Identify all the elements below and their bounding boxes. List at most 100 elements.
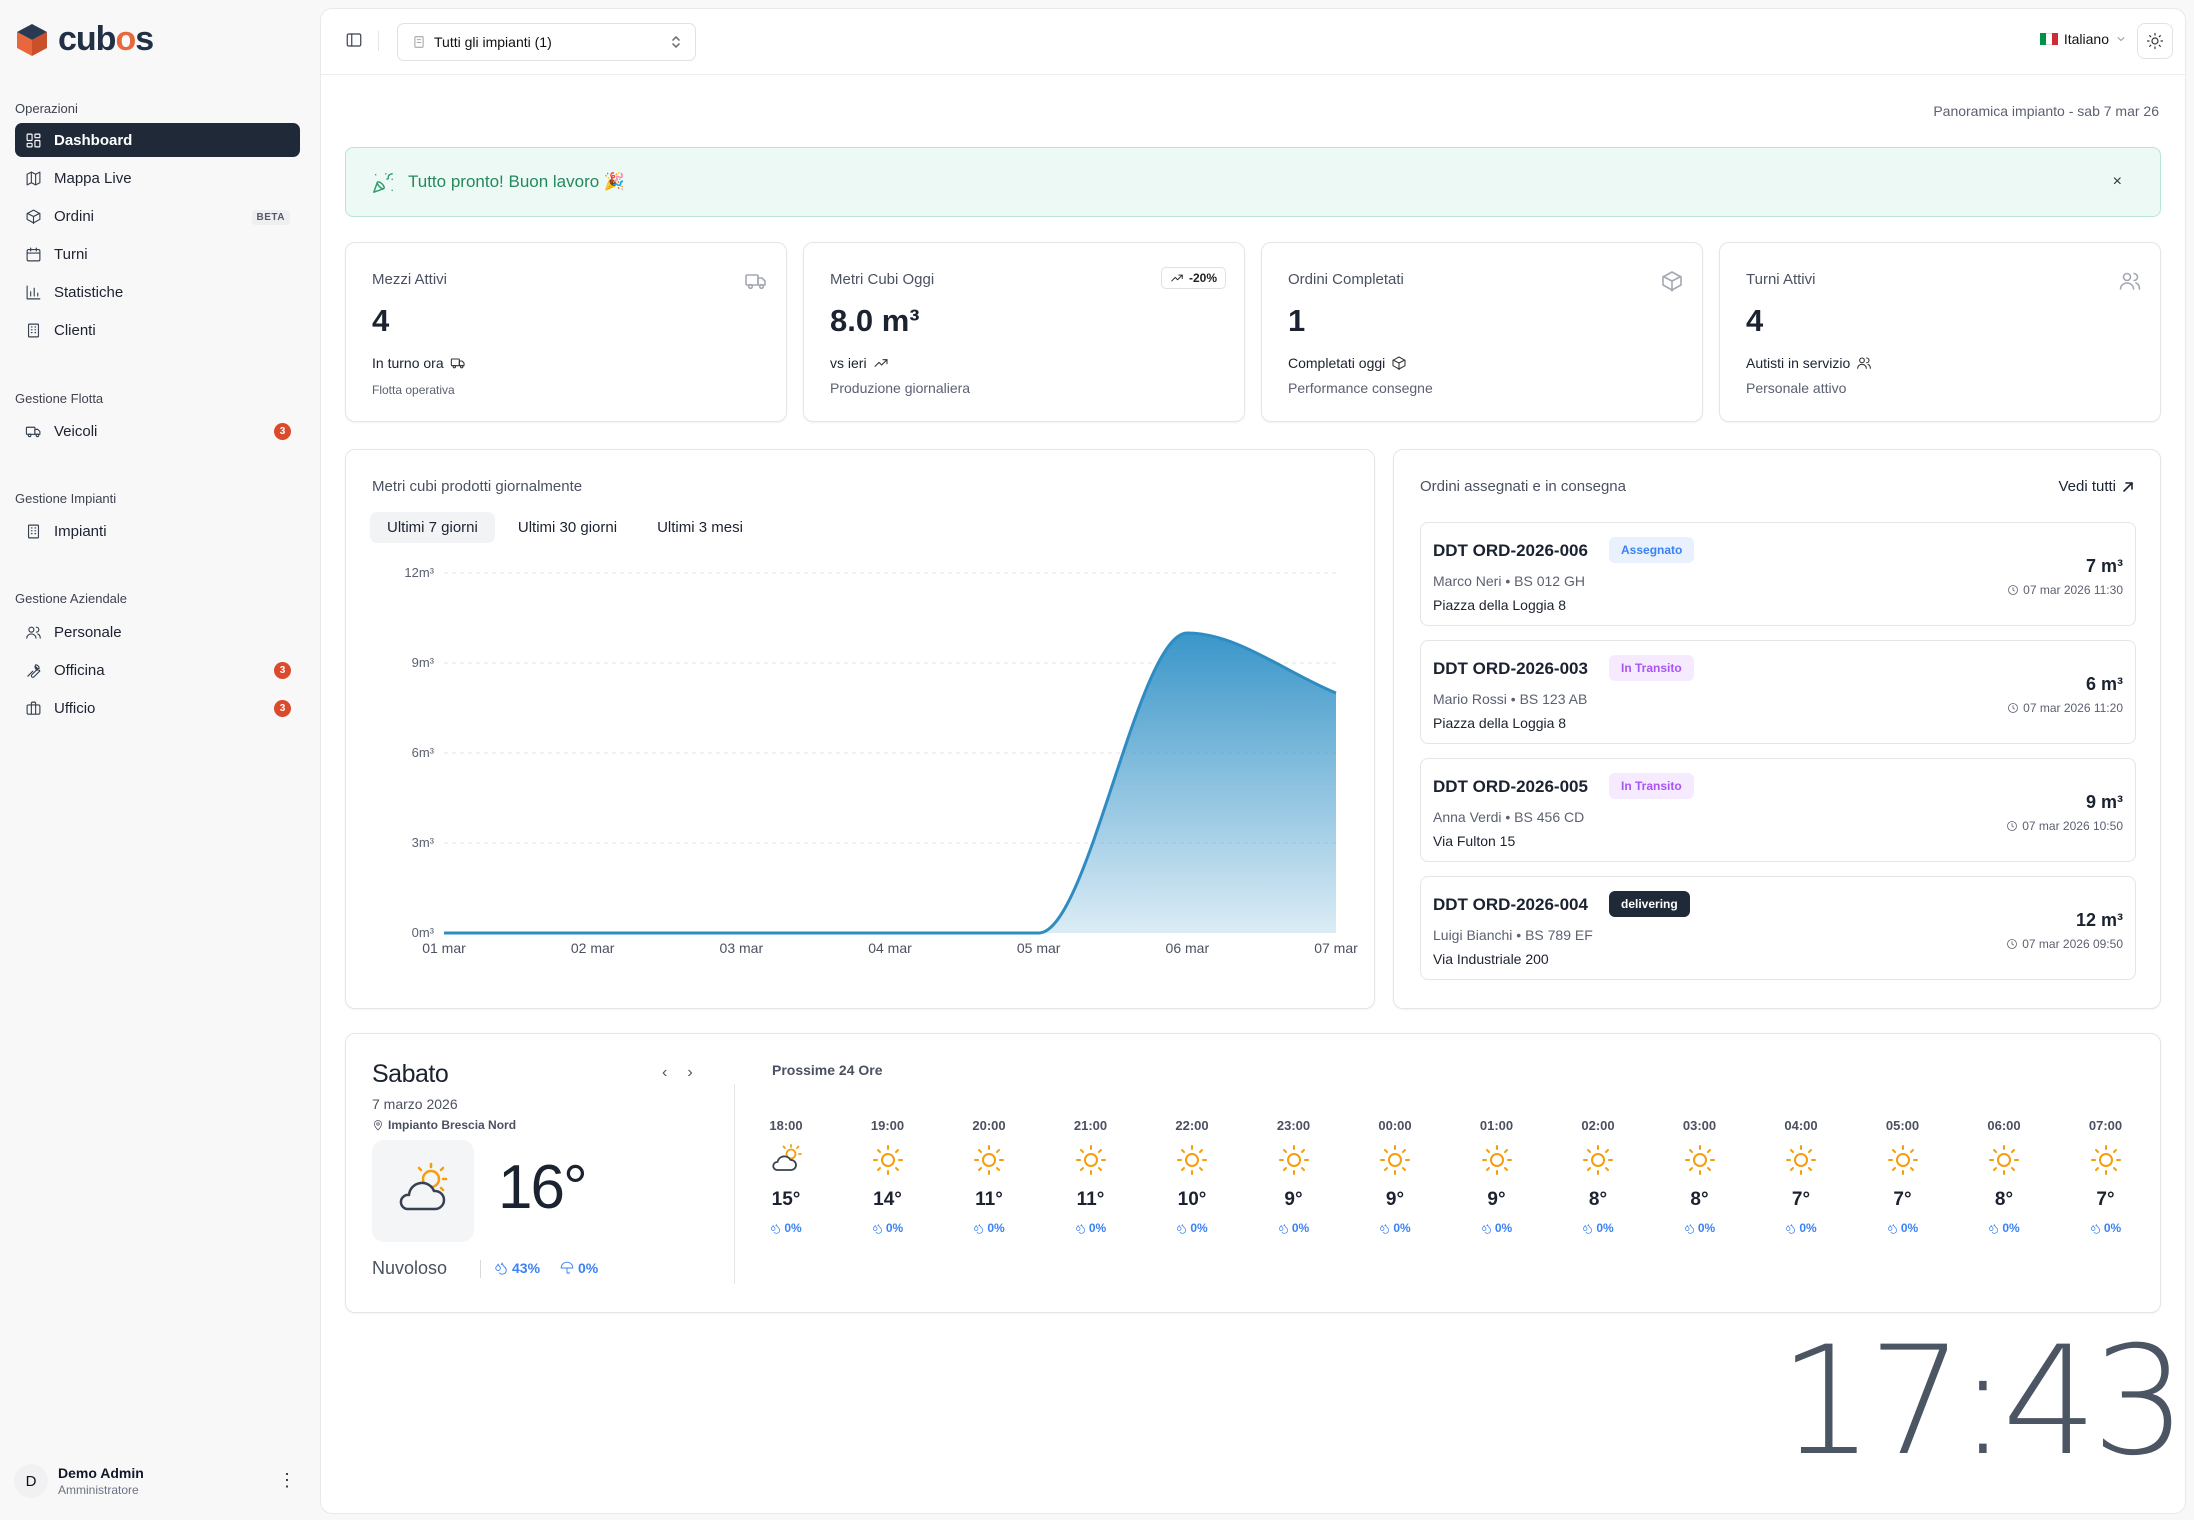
hour-rain: 0%: [1051, 1221, 1131, 1235]
y-tick-label: 9m³: [412, 655, 435, 670]
series-line: [444, 631, 1337, 935]
hour-time: 20:00: [972, 1118, 1006, 1133]
cube-logo-icon: [17, 23, 47, 56]
clock: 17:43: [1778, 1315, 2187, 1489]
sidebar-item-clienti[interactable]: Clienti: [15, 313, 300, 347]
party-popper-icon: [373, 173, 393, 193]
brand-logo[interactable]: cubos: [14, 20, 154, 59]
building-icon: [27, 323, 40, 337]
stat-title: Mezzi Attivi: [372, 271, 448, 288]
sun-icon: [974, 1145, 1004, 1175]
stat-desc: Flotta operativa: [372, 383, 455, 397]
notification-badge: 3: [274, 662, 291, 679]
area-fill: [444, 633, 1336, 933]
order-quantity: 7 m³: [2085, 556, 2123, 576]
sidebar-item-impianti[interactable]: Impianti: [15, 514, 300, 548]
hour-time: 19:00: [870, 1118, 905, 1133]
stat-value: 8.0 m³: [830, 303, 920, 338]
building-icon: [27, 524, 40, 538]
order-meta: Anna Verdi • BS 456 CD: [1433, 809, 1585, 825]
stat-desc: Produzione giornaliera: [830, 380, 971, 396]
weather-date: 7 marzo 2026: [372, 1096, 458, 1112]
main-panel: Tutti gli impianti (1) Italiano Panorami…: [320, 8, 2187, 1514]
hour-rain: 0%: [1660, 1221, 1740, 1235]
chevron-right-icon[interactable]: ›: [687, 1064, 693, 1081]
droplets-icon: [1684, 1223, 1694, 1234]
welcome-banner: Tutto pronto! Buon lavoro 🎉 ×: [345, 147, 2161, 217]
hour-forecast: 03:00 8° 0%: [1660, 1118, 1740, 1235]
clock-icon: [2007, 821, 2018, 831]
sidebar-item-label: Turni: [54, 245, 88, 263]
sidebar-item-statistiche[interactable]: Statistiche: [15, 275, 300, 309]
sun-icon: [1177, 1145, 1207, 1175]
sidebar-item-turni[interactable]: Turni: [15, 237, 300, 271]
tab-7-days[interactable]: Ultimi 7 giorni: [370, 512, 495, 543]
range-tabs: Ultimi 7 giorni Ultimi 30 giorni Ultimi …: [370, 512, 760, 543]
hour-forecast: 20:00 11° 0%: [949, 1118, 1029, 1235]
see-all-link[interactable]: Vedi tutti: [2058, 478, 2134, 495]
order-address: Piazza della Loggia 8: [1433, 597, 1567, 613]
sun-icon: [1075, 1145, 1106, 1175]
order-item[interactable]: DDT ORD-2026-005 In Transito Anna Verdi • …: [1420, 758, 2136, 862]
sidebar-item-label: Ordini: [54, 207, 95, 225]
status-badge: Assegnato: [1609, 537, 1695, 563]
weather-location: Impianto Brescia Nord: [372, 1118, 516, 1132]
sidebar-item-ufficio[interactable]: Ufficio 3: [15, 691, 300, 725]
close-icon[interactable]: ×: [2112, 173, 2122, 190]
briefcase-icon: [26, 701, 41, 715]
sidebar-item-veicoli[interactable]: Veicoli 3: [15, 414, 300, 448]
truck-icon: [745, 274, 766, 290]
droplets-icon: [1887, 1223, 1897, 1234]
order-item[interactable]: DDT ORD-2026-003 In Transito Mario Rossi •…: [1420, 640, 2136, 744]
sidebar-item-label: Mappa Live: [54, 169, 132, 187]
section-title-gestione-impianti: Gestione Impianti: [15, 491, 117, 506]
sidebar-item-personale[interactable]: Personale: [15, 615, 300, 649]
order-id: DDT ORD-2026-003: [1433, 659, 1588, 678]
hour-forecast: 02:00 8° 0%: [1558, 1118, 1638, 1235]
users-icon: [1857, 357, 1872, 369]
sidebar-item-label: Veicoli: [54, 422, 98, 440]
tab-30-days[interactable]: Ultimi 30 giorni: [517, 519, 618, 536]
stat-title: Metri Cubi Oggi: [830, 271, 935, 288]
theme-toggle-button[interactable]: [2137, 23, 2173, 59]
sidebar-item-mappa-live[interactable]: Mappa Live: [15, 161, 300, 195]
stat-value: 4: [1746, 303, 1764, 338]
sidebar-item-ordini[interactable]: Ordini BETA: [15, 199, 300, 233]
order-item[interactable]: DDT ORD-2026-006 Assegnato Marco Neri • BS…: [1420, 522, 2136, 626]
order-time: 07 mar 2026 10:50: [2006, 819, 2123, 833]
sidebar: cubos Operazioni Dashboard Mappa Live Or…: [0, 0, 318, 1520]
droplets-icon: [1278, 1223, 1288, 1234]
sidebar-toggle-icon[interactable]: [345, 31, 363, 49]
user-role: Amministratore: [58, 1483, 139, 1497]
top-bar: Tutti gli impianti (1) Italiano: [321, 9, 2185, 75]
sidebar-item-dashboard[interactable]: Dashboard: [15, 123, 300, 157]
stat-card-active-shifts: Turni Attivi 4 Autisti in servizio Perso…: [1719, 242, 2161, 422]
chevron-left-icon[interactable]: ‹: [662, 1064, 668, 1081]
sidebar-item-label: Dashboard: [54, 131, 133, 149]
brand-name: cubos: [58, 20, 154, 58]
section-title-operazioni: Operazioni: [15, 101, 78, 116]
cloud-sun-icon: [772, 1144, 802, 1171]
order-item[interactable]: DDT ORD-2026-004 delivering Luigi Bianchi …: [1420, 876, 2136, 980]
order-id: DDT ORD-2026-006: [1433, 541, 1588, 560]
production-chart-card: Metri cubi prodotti giornalmente Ultimi …: [345, 449, 1375, 1009]
tab-3-months[interactable]: Ultimi 3 mesi: [657, 519, 743, 536]
hour-temp: 8°: [1588, 1189, 1608, 1210]
section-title-gestione-flotta: Gestione Flotta: [15, 391, 104, 406]
calendar-icon: [26, 247, 41, 261]
current-temperature: 16°: [498, 1153, 588, 1222]
users-icon: [2119, 272, 2141, 290]
clock-icon: [2008, 703, 2019, 713]
italy-flag-icon: [2039, 33, 2058, 45]
language-select[interactable]: Italiano: [2039, 31, 2127, 47]
wrench-icon: [27, 663, 41, 678]
hour-rain: 0%: [2066, 1221, 2146, 1235]
user-menu[interactable]: D Demo Admin Amministratore ⋮: [14, 1463, 304, 1499]
more-vertical-icon[interactable]: ⋮: [278, 1470, 296, 1490]
overview-label: Panoramica impianto - sab 7 mar 26: [1933, 103, 2159, 119]
sidebar-item-officina[interactable]: Officina 3: [15, 653, 300, 687]
plant-select[interactable]: Tutti gli impianti (1): [397, 23, 696, 61]
weather-card: Sabato ‹ › 7 marzo 2026 Impianto Brescia…: [345, 1033, 2161, 1313]
clock-icon: [2008, 585, 2019, 595]
weather-nav: ‹ ›: [662, 1064, 693, 1082]
